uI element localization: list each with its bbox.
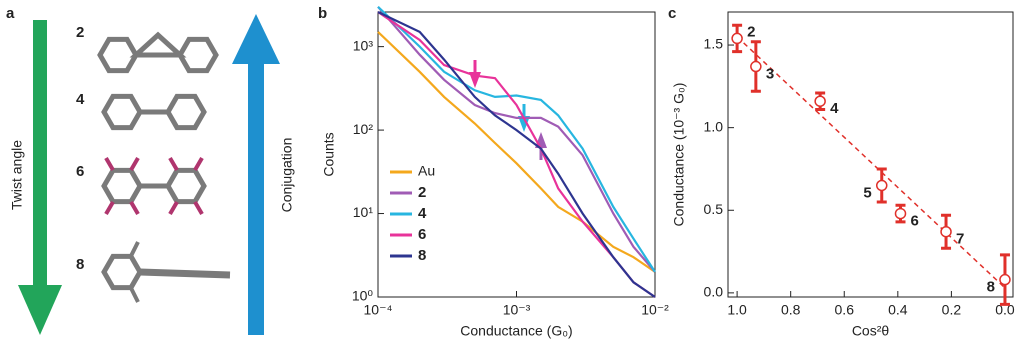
point-label: 8 (987, 279, 995, 296)
arrow-label: Conjugation (279, 138, 295, 213)
y-tick-label: 10⁰ (352, 288, 374, 304)
legend-label: 4 (418, 205, 427, 222)
y-tick-label: 10² (353, 121, 374, 137)
plot-frame (728, 12, 1013, 297)
point (896, 209, 906, 219)
x-tick-label: 0.4 (888, 302, 908, 318)
arrow-head (232, 14, 280, 64)
arrow-label: Twist angle (9, 140, 25, 210)
point-label: 7 (956, 231, 964, 248)
legend-label: 8 (418, 247, 426, 264)
point (941, 227, 951, 237)
legend-label: 2 (418, 184, 426, 201)
point (751, 62, 761, 72)
panel-label: b (318, 5, 327, 22)
y-tick-label: 10³ (353, 37, 374, 53)
x-tick-label: 10⁻³ (503, 302, 531, 318)
point (815, 96, 825, 106)
y-axis-label: Conductance (10⁻³ G₀) (671, 83, 687, 227)
molecule (104, 242, 230, 302)
point (1000, 275, 1010, 285)
molecule (104, 96, 204, 127)
x-tick-label: 0.2 (942, 302, 962, 318)
molecule-label: 4 (76, 91, 85, 108)
y-tick-label: 0.0 (704, 284, 724, 300)
y-axis-label: Counts (321, 132, 337, 176)
point-label: 4 (830, 100, 839, 117)
panel-a: a Twist angle Conjugation 2 4 6 8 (6, 5, 295, 335)
panel-label: c (668, 5, 676, 22)
legend-label: 6 (418, 226, 426, 243)
y-tick-label: 10¹ (353, 204, 374, 220)
x-tick-label: 0.8 (781, 302, 801, 318)
molecule-label: 6 (76, 163, 84, 180)
molecule-label: 8 (76, 256, 84, 273)
y-tick-label: 0.5 (704, 201, 724, 217)
x-tick-label: 1.0 (727, 302, 747, 318)
page: a Twist angle Conjugation 2 4 6 8 b10⁻⁴1… (0, 0, 1021, 341)
point-label: 5 (863, 184, 871, 201)
arrow (248, 60, 264, 335)
x-tick-label: 10⁻² (641, 302, 669, 318)
x-tick-label: 0.6 (835, 302, 855, 318)
legend-label: Au (418, 163, 435, 179)
molecule-label: 2 (76, 24, 84, 41)
point-label: 3 (766, 65, 774, 82)
molecule (100, 35, 216, 71)
arrow (33, 20, 47, 290)
arrow-head (18, 285, 62, 335)
panel-label: a (6, 5, 15, 22)
y-tick-label: 1.5 (704, 36, 724, 52)
fit-line (737, 37, 1005, 288)
x-axis-label: Cos²θ (852, 323, 890, 339)
x-axis-label: Conductance (G₀) (460, 323, 572, 339)
molecule (104, 158, 204, 214)
point-label: 2 (747, 23, 755, 40)
figure: a Twist angle Conjugation 2 4 6 8 b10⁻⁴1… (0, 0, 1021, 341)
y-tick-label: 1.0 (704, 118, 724, 134)
point-label: 6 (911, 213, 919, 230)
x-tick-label: 10⁻⁴ (364, 302, 393, 318)
point (732, 33, 742, 43)
point (877, 180, 887, 190)
